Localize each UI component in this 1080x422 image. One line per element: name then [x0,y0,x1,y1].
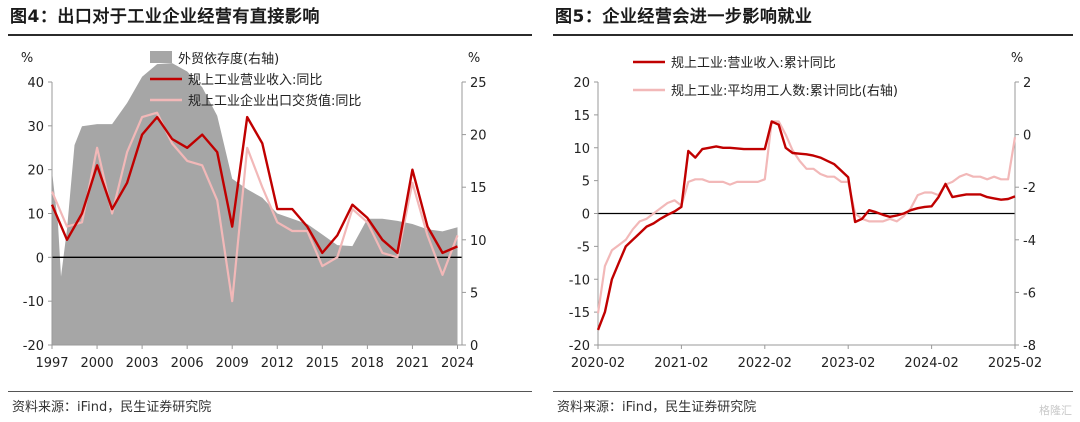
fig4-y-tick-label: -20 [23,339,44,354]
fig5-x-tick-label: 2025-02 [988,356,1042,371]
fig5-y-tick-label: -15 [569,306,590,321]
fig4-y-tick-label: 30 [27,120,44,135]
figure-5-panel: 图5：企业经营会进一步影响就业 -20 -15 -10 -5 0 5 10 15 20 -8 -6-… [545,0,1080,422]
figure-5-source: 资料来源：iFind，民生证券研究院 [557,400,757,415]
fig4-y2-tick-label: 15 [470,181,487,196]
figure-4-source-rule [8,391,532,392]
fig4-area-series-0 [52,63,458,345]
figure-4-title: 图4：出口对于工业企业经营有直接影响 [10,7,320,27]
fig4-x-tick-label: 2015 [306,356,339,371]
figure-5-title-rule [553,34,1073,36]
fig4-y-tick-label: 40 [27,76,44,91]
fig5-y-tick-label: 5 [582,175,590,190]
fig5-x-tick-label: 2022-02 [738,356,792,371]
fig5-y2-tick-label: 2 [1023,76,1031,91]
fig4-y-tick-label: 20 [27,164,44,179]
fig4-y2-tick-label: 5 [470,286,478,301]
fig4-y-tick-label: 0 [36,251,44,266]
fig5-y-tick-label: 10 [573,142,590,157]
fig4-x-tick-label: 1997 [35,356,68,371]
fig4-line-series-1 [50,115,458,255]
fig4-y2-tick-label: 25 [470,76,487,91]
fig5-y-tick-label: 0 [582,208,590,223]
figure-4-panel: 图4：出口对于工业企业经营有直接影响 -20 -10 0 10 20 30 40 0 5 10 15… [8,7,532,415]
fig4-legend-swatch-0 [150,51,172,63]
fig5-y2-tick-label: -6 [1023,286,1036,301]
figure-4-title-rule [8,34,532,36]
fig5-y-tick-label: -5 [577,240,590,255]
fig4-x-tick-label: 2024 [441,356,474,371]
figure-5-source-rule [553,391,1073,392]
fig4-legend-label-1: 规上工业营业收入:同比 [188,73,322,88]
fig4-x-tick-label: 2012 [261,356,294,371]
fig4-line-series-2 [50,111,459,303]
fig4-legend-label-0: 外贸依存度(右轴) [178,51,279,67]
fig5-y2-tick-label: -8 [1023,339,1036,354]
fig4-x-tick-label: 2018 [351,356,384,371]
figure-4-chart: -20 -10 0 10 20 30 40 0 5 10 15 20 25 1997 2000 2003 200… [21,51,487,371]
fig5-x-tick-label: 2023-02 [821,356,875,371]
fig4-y-tick-label: -10 [23,295,44,310]
fig5-x-tick-label: 2021-02 [654,356,708,371]
fig4-x-tick-label: 2021 [396,356,429,371]
fig5-y-tick-label: 20 [573,76,590,91]
fig5-y2-tick-label: -4 [1023,234,1036,249]
fig4-x-tick-label: 2009 [216,356,249,371]
fig4-x-tick-label: 2000 [81,356,114,371]
fig5-line-series-0 [596,120,1016,331]
fig5-y2-tick-label: -2 [1023,181,1036,196]
fig4-left-unit-label: % [21,51,33,66]
figure-4-source: 资料来源：iFind，民生证券研究院 [12,400,212,415]
fig4-x-tick-label: 2003 [126,356,159,371]
fig4-y2-tick-label: 0 [470,339,478,354]
fig4-y-tick-label: 10 [27,208,44,223]
fig5-x-tick-label: 2020-02 [571,356,625,371]
fig4-y2-tick-label: 10 [470,234,487,249]
figure-5-title: 图5：企业经营会进一步影响就业 [555,7,813,27]
fig5-y-tick-label: -10 [569,273,590,288]
fig5-y-tick-label: -20 [569,339,590,354]
fig4-x-tick-label: 2006 [171,356,204,371]
watermark-text: 格隆汇 [1039,404,1072,417]
fig4-y2-tick-label: 20 [470,129,487,144]
fig5-x-tick-label: 2024-02 [904,356,958,371]
fig5-y2-tick-label: 0 [1023,129,1031,144]
fig4-legend-label-2: 规上工业企业出口交货值:同比 [188,93,361,109]
fig5-right-unit-label: % [1011,51,1023,66]
fig5-y-tick-label: 15 [573,109,590,124]
fig5-legend-label-1: 规上工业:平均用工人数:累计同比(右轴) [671,84,898,99]
fig4-right-unit-label: % [468,51,480,66]
fig5-legend-label-0: 规上工业:营业收入:累计同比 [671,56,836,71]
